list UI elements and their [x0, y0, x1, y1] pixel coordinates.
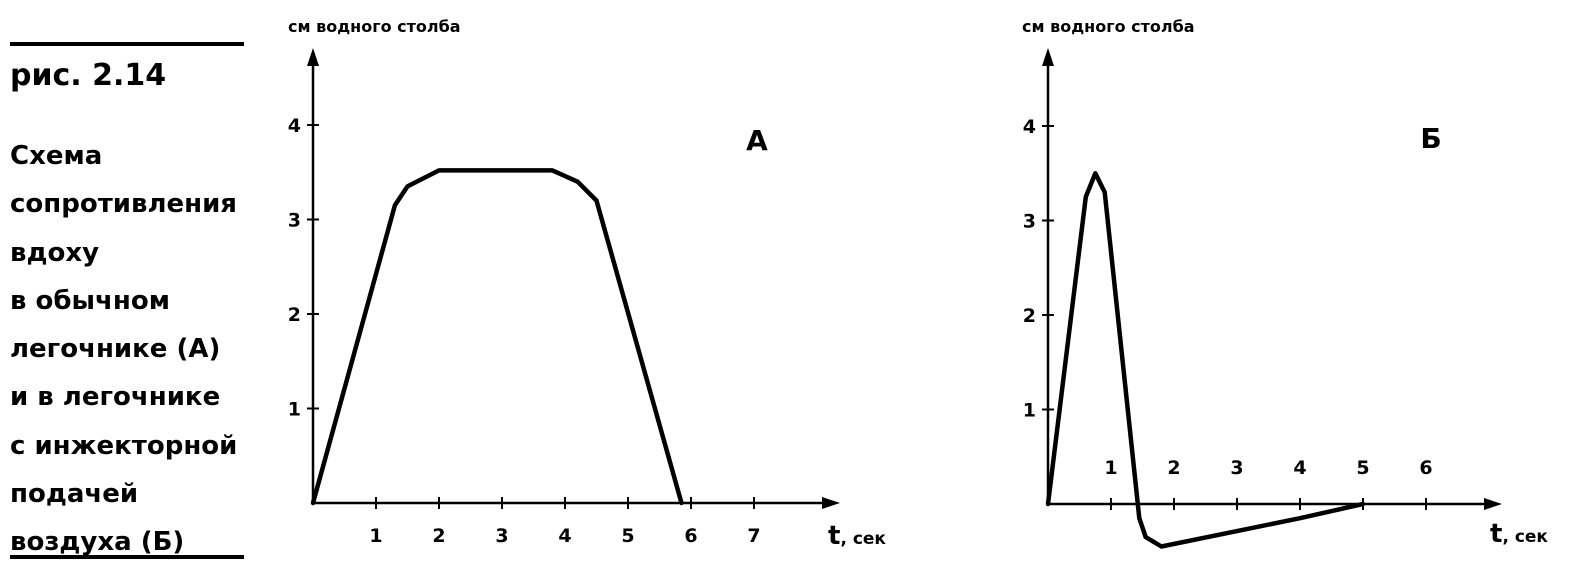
y-tick-label: 1 — [288, 399, 301, 421]
caption-line: сопротивления — [10, 189, 238, 220]
x-axis-label: t, сек — [1490, 519, 1548, 549]
caption-line: подачей — [10, 479, 139, 510]
x-tick-label: 4 — [558, 525, 571, 547]
x-axis-symbol: t — [828, 521, 840, 551]
x-tick-label: 7 — [747, 525, 760, 547]
y-tick-label: 4 — [288, 115, 301, 137]
x-axis-arrow-icon — [822, 497, 840, 509]
top-rule — [10, 42, 244, 46]
x-tick-label: 1 — [369, 525, 382, 547]
figure-caption: Схема сопротивления вдоху в обычном лего… — [10, 132, 270, 567]
x-tick-label: 1 — [1104, 457, 1117, 479]
y-axis-label: см водного столба — [1022, 17, 1195, 36]
caption-line: воздуха (Б) — [10, 527, 185, 558]
y-tick-label: 3 — [1023, 211, 1036, 233]
y-axis-arrow-icon — [1042, 48, 1054, 66]
x-tick-label: 2 — [1167, 457, 1180, 479]
x-tick-label: 2 — [432, 525, 445, 547]
x-axis-label: t, сек — [828, 521, 886, 551]
x-tick-label: 3 — [495, 525, 508, 547]
caption-line: Схема — [10, 141, 103, 171]
series-line — [310, 168, 684, 506]
panel-label: Б — [1420, 122, 1441, 155]
x-tick-label: 4 — [1293, 457, 1306, 479]
x-tick-label: 6 — [1419, 457, 1432, 479]
bottom-rule — [10, 555, 244, 559]
y-axis-label: см водного столба — [288, 17, 461, 36]
caption-line: в обычном — [10, 285, 170, 316]
caption-line: вдоху — [10, 237, 100, 268]
x-axis-symbol: t — [1490, 519, 1502, 549]
figure-number: рис. 2.14 — [10, 58, 167, 93]
y-tick-label: 1 — [1023, 400, 1036, 422]
y-tick-label: 2 — [1023, 305, 1036, 327]
panel-label: А — [746, 124, 768, 157]
y-axis-arrow-icon — [307, 48, 319, 66]
y-tick-label: 4 — [1023, 116, 1036, 138]
caption-line: легочнике (А) — [10, 334, 221, 365]
y-tick-label: 2 — [288, 304, 301, 326]
chart-a: 1 2 3 4 5 6 7 1 2 3 4 см водного столба t, сек А — [288, 17, 887, 551]
caption-line: с инжекторной — [10, 430, 238, 461]
caption-line: и в легочнике — [10, 382, 221, 413]
x-tick-label: 3 — [1230, 457, 1243, 479]
x-tick-label: 5 — [621, 525, 634, 547]
y-tick-label: 3 — [288, 210, 301, 232]
x-tick-label: 6 — [684, 525, 697, 547]
series-line — [1045, 171, 1366, 549]
x-axis-unit: , сек — [840, 529, 886, 549]
x-axis-arrow-icon — [1484, 498, 1502, 510]
chart-b: 1 2 3 4 5 6 1 2 3 4 см водного столба t, сек Б — [1022, 17, 1548, 549]
x-tick-label: 5 — [1356, 457, 1369, 479]
x-axis-unit: , сек — [1502, 527, 1548, 547]
